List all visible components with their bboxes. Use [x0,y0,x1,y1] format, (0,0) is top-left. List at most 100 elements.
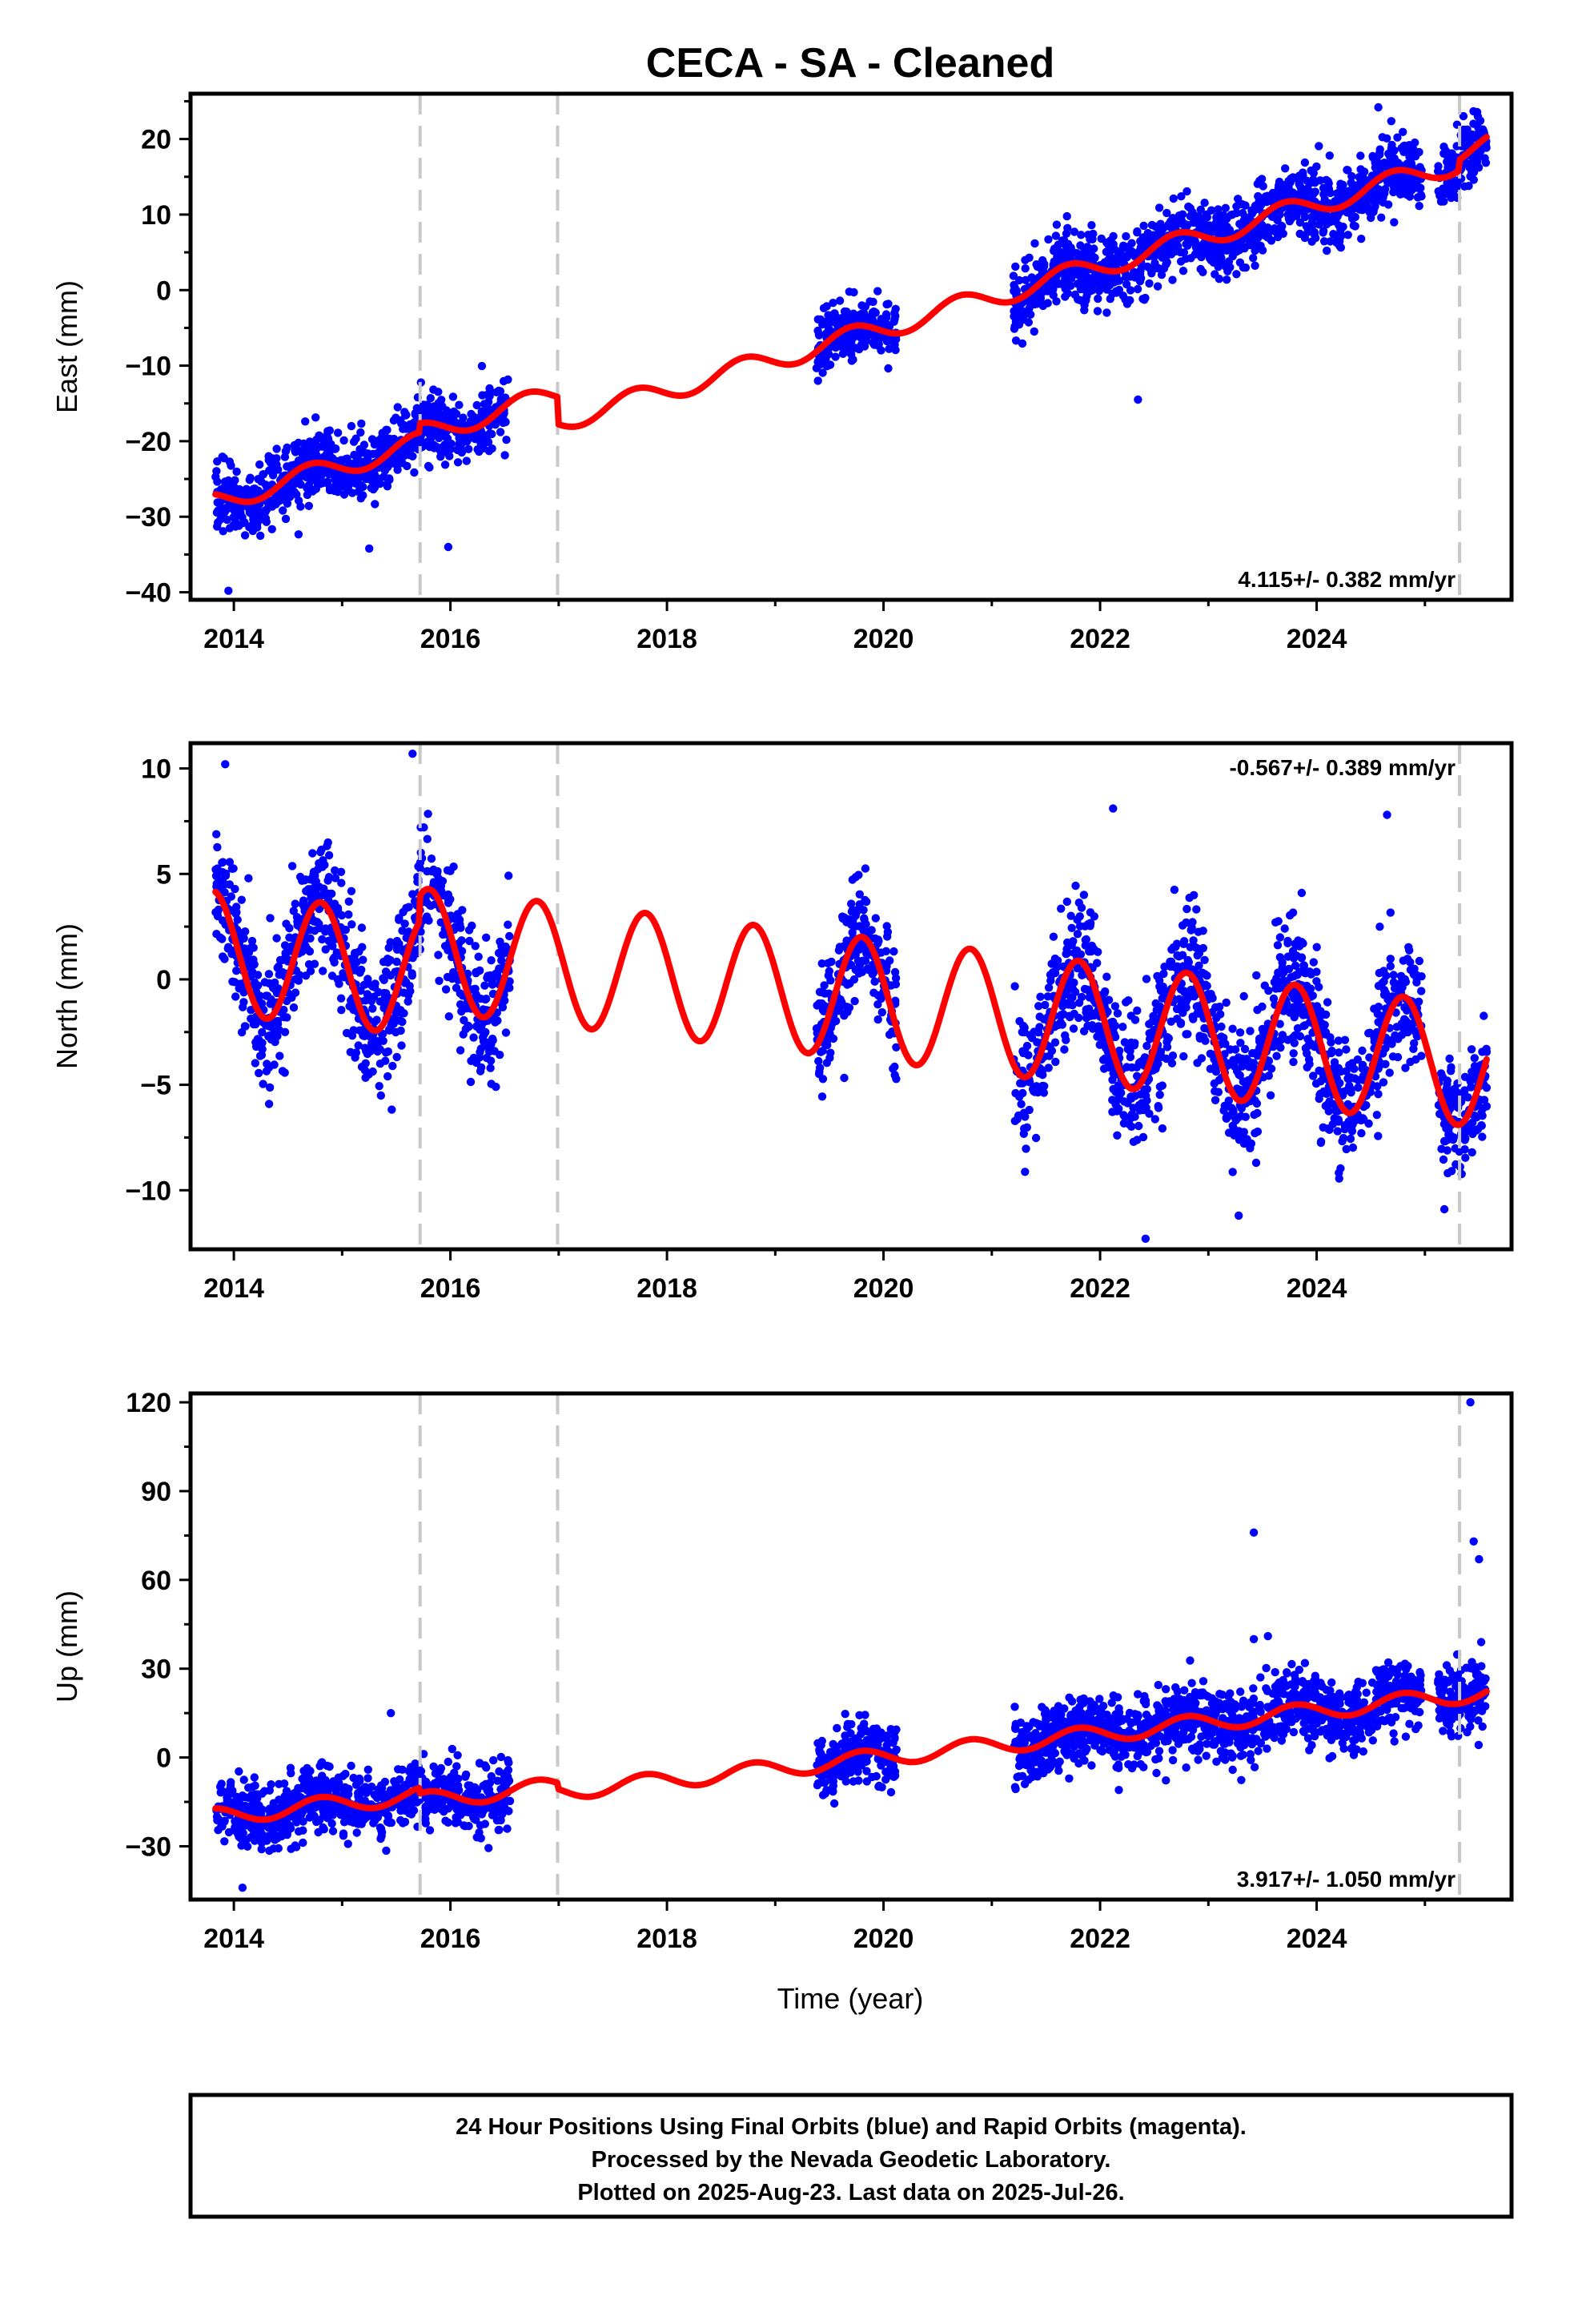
north-position-point [1142,975,1151,983]
north-position-point [1118,1023,1127,1031]
east-position-point [1154,203,1164,212]
north-position-point [228,977,237,987]
north-position-point [1215,1003,1224,1011]
north-position-point [842,1003,851,1011]
north-position-point [1274,917,1283,926]
north-position-point [831,1016,841,1026]
east-position-point [829,299,837,308]
east-position-point [249,515,258,524]
north-position-point [492,1083,500,1092]
north-position-point [1195,961,1203,971]
north-position-point [1436,1069,1446,1078]
north-position-point [820,981,829,990]
north-position-point [291,899,299,908]
north-position-point [1089,1009,1098,1019]
north-position-point [458,906,467,915]
north-x-tick-label: 2014 [203,1273,264,1304]
east-position-point [1378,133,1387,142]
east-position-point [379,472,388,481]
east-position-point [326,453,335,462]
north-position-point [258,1027,267,1037]
north-position-point [1179,937,1189,946]
north-position-point [1322,1089,1331,1099]
north-position-point [280,1068,289,1077]
east-position-point [1343,231,1352,239]
east-position-point [256,531,265,541]
east-position-point [1030,327,1039,336]
north-position-point [1435,1109,1444,1119]
east-position-point [859,308,869,318]
east-position-point [1118,292,1128,300]
east-position-point [1119,243,1128,252]
east-position-point [1021,264,1030,273]
north-position-point [463,969,472,979]
east-position-point [830,317,839,326]
north-position-point [1365,1053,1374,1062]
east-position-point [1474,151,1483,160]
east-position-point [1070,227,1079,236]
east-position-point [1166,250,1176,259]
north-position-point [1327,1048,1336,1058]
east-position-point [1439,184,1447,193]
north-position-point [1406,958,1415,967]
north-position-point [1054,1020,1062,1030]
north-position-point [1372,1111,1382,1120]
north-position-point [1275,933,1285,942]
east-position-point [1415,202,1423,211]
east-position-point [1369,205,1379,214]
north-position-point [1193,943,1202,953]
north-position-point [368,1004,377,1013]
north-position-point [1312,943,1321,951]
north-position-point [324,850,334,860]
north-position-point [1364,1119,1373,1128]
east-position-point [444,542,453,552]
east-position-point [1447,193,1456,203]
east-position-point [1207,226,1217,235]
north-position-point [1316,1138,1326,1148]
north-position-point [1348,1143,1358,1152]
north-position-point [488,980,497,989]
north-position-point [316,847,325,857]
east-position-point [1106,295,1115,304]
north-position-point [1379,1078,1388,1087]
east-position-point [365,544,374,553]
north-position-point [346,1047,355,1057]
east-x-tick-label: 2022 [1070,624,1130,654]
north-position-point [496,950,505,959]
north-position-point [446,866,455,875]
north-position-point [1225,1112,1235,1120]
east-position-point [1399,145,1409,155]
north-position-point [372,1045,381,1054]
north-position-point [229,864,238,873]
east-position-point [1371,159,1379,167]
north-position-point [362,1047,371,1055]
north-position-point [456,1000,465,1009]
north-position-point [1240,1044,1250,1054]
east-position-point [245,476,254,485]
north-position-point [1134,1121,1143,1131]
north-position-point [249,943,258,952]
east-position-point [1307,166,1315,175]
east-position-point [1158,250,1167,259]
east-position-point [1124,249,1133,259]
east-position-point [488,444,496,453]
north-position-point [1066,911,1075,920]
east-position-point [1310,230,1319,239]
east-position-point [259,470,268,479]
east-position-point [235,485,244,494]
north-position-point [1251,1158,1261,1168]
east-position-point [1240,219,1249,227]
east-position-point [1151,251,1160,260]
north-position-point [318,935,327,944]
north-position-point [1173,951,1182,960]
north-position-point [239,1003,247,1011]
north-position-point [1309,1072,1318,1080]
east-position-point [1135,269,1145,279]
east-position-point [1261,192,1270,201]
north-position-point [400,979,409,987]
east-position-point [1223,275,1231,284]
north-position-point [354,1041,363,1050]
east-position-point [257,477,266,486]
north-position-point [1142,1041,1151,1051]
